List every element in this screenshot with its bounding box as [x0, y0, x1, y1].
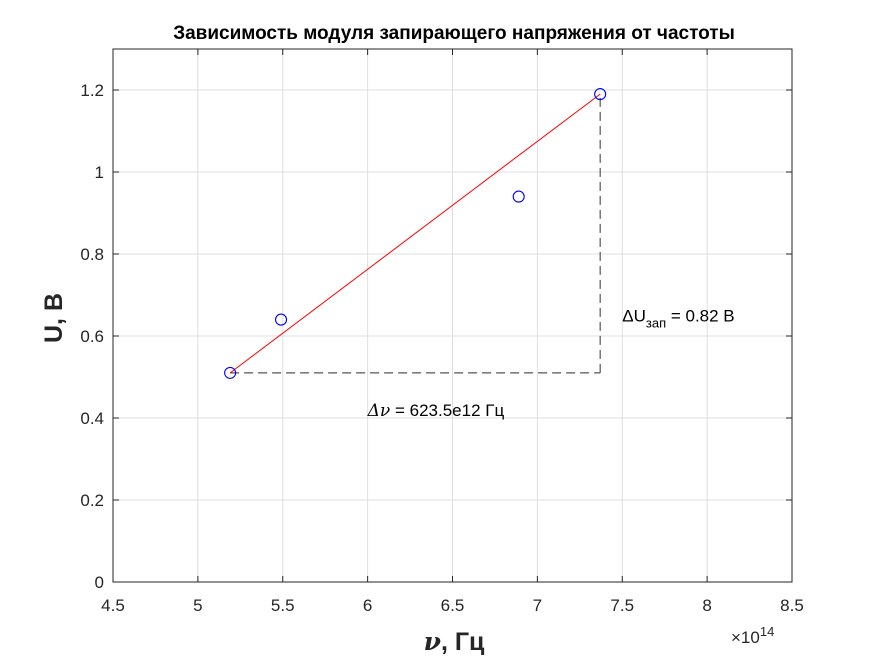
- chart-title: Зависимость модуля запирающего напряжени…: [173, 23, 735, 44]
- delta-u-subscript: зап: [646, 316, 666, 331]
- data-points: [224, 88, 607, 379]
- data-point: [512, 190, 525, 203]
- x-tick-label: 6: [363, 596, 372, 615]
- y-axis-ticks: 0 0.2 0.4 0.6 0.8 1 1.2: [80, 81, 792, 592]
- delta-u-symbol: ΔU: [622, 307, 646, 326]
- y-tick-label: 0: [95, 573, 104, 592]
- x-tick-label: 8.5: [780, 596, 804, 615]
- y-tick-label: 0.2: [80, 491, 104, 510]
- x-tick-label: 5: [193, 596, 202, 615]
- data-point: [594, 88, 607, 101]
- x-tick-label: 7.5: [610, 596, 634, 615]
- x-tick-label: 5.5: [271, 596, 295, 615]
- y-tick-label: 1: [95, 163, 104, 182]
- y-axis-label: U, В: [40, 293, 68, 343]
- x-axis-exponent-power: 14: [760, 624, 774, 639]
- y-tick-label: 1.2: [80, 81, 104, 100]
- x-axis-ticks: 4.5 5 5.5 6 6.5 7 7.5 8 8.5: [101, 49, 804, 615]
- y-tick-label: 0.4: [80, 409, 104, 428]
- delta-u-text: = 0.82 В: [666, 307, 735, 326]
- x-tick-label: 4.5: [101, 596, 125, 615]
- x-axis-label-text: , Гц: [441, 628, 485, 656]
- x-axis-label: ν, Гц: [424, 627, 485, 656]
- delta-nu-annotation: Δν = 623.5e12 Гц: [367, 401, 505, 421]
- x-axis-exponent-base: ×10: [731, 628, 760, 647]
- data-point: [224, 366, 237, 379]
- x-tick-label: 6.5: [441, 596, 465, 615]
- y-tick-label: 0.6: [80, 327, 104, 346]
- fit-line: [229, 93, 601, 374]
- delta-nu-text: = 623.5e12 Гц: [390, 401, 504, 420]
- x-tick-label: 7: [533, 596, 542, 615]
- delta-u-annotation: ΔUзап = 0.82 В: [622, 307, 734, 331]
- guide-lines: [230, 94, 601, 374]
- fit-line-group: [229, 93, 601, 374]
- x-axis-label-symbol: ν: [424, 627, 441, 656]
- x-axis-exponent: ×1014: [731, 624, 774, 647]
- grid: [112, 49, 793, 583]
- delta-nu-symbol: Δν: [367, 401, 391, 421]
- data-point: [275, 313, 288, 326]
- y-tick-label: 0.8: [80, 245, 104, 264]
- x-tick-label: 8: [702, 596, 711, 615]
